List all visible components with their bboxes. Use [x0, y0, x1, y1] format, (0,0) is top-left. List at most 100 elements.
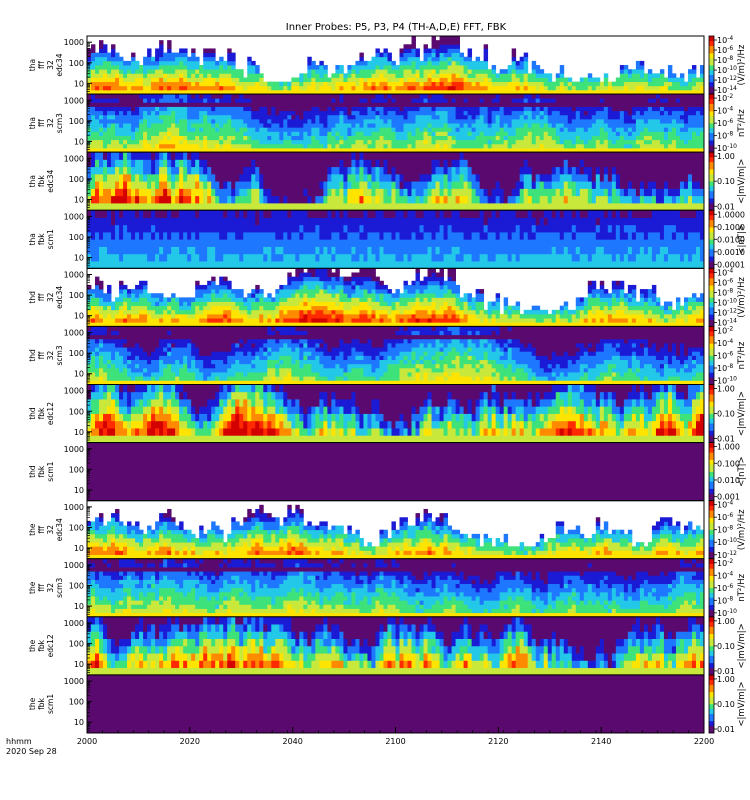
spectrogram-cell: [527, 188, 533, 197]
spectrogram-cell: [431, 181, 436, 189]
spectrogram-cell: [323, 159, 328, 168]
spectrogram-cell: [539, 173, 545, 182]
spectrogram-cell: [407, 118, 412, 124]
spectrogram-cell: [355, 102, 360, 107]
spectrogram-cell: [523, 139, 529, 145]
spectrogram-cell: [635, 202, 641, 211]
spectrogram-cell: [143, 131, 148, 136]
spectrogram-cell: [571, 143, 577, 149]
spectrogram-cell: [439, 89, 444, 95]
spectrogram-cell: [271, 123, 276, 128]
spectrogram-cell: [107, 148, 112, 153]
spectrogram-cell: [415, 188, 420, 197]
colorbar-segment: [709, 178, 714, 182]
spectrogram-cell: [191, 181, 196, 189]
colorbar-segment: [709, 60, 714, 63]
spectrogram-cell: [343, 77, 348, 83]
spectrogram-cell: [111, 261, 116, 269]
spectrogram-cell: [599, 118, 605, 124]
spectrogram-cell: [91, 110, 96, 116]
spectrogram-cell: [643, 102, 649, 107]
spectrogram-cell: [491, 166, 497, 175]
spectrogram-cell: [103, 48, 108, 53]
spectrogram-cell: [383, 110, 388, 116]
spectrogram-cell: [415, 110, 420, 116]
spectrogram-cell: [271, 139, 276, 145]
spectrogram-cell: [679, 188, 685, 197]
spectrogram-cell: [207, 110, 212, 116]
colorbar-segment: [709, 195, 714, 199]
spectrogram-cell: [575, 114, 581, 120]
spectrogram-cell: [251, 98, 256, 103]
spectrogram-cell: [631, 69, 637, 74]
spectrogram-cell: [363, 181, 368, 189]
spectrogram-cell: [471, 114, 477, 120]
spectrogram-cell: [91, 65, 96, 70]
spectrogram-cell: [231, 127, 236, 132]
spectrogram-cell: [255, 94, 260, 99]
spectrogram-cell: [403, 173, 408, 182]
spectrogram-cell: [167, 118, 172, 124]
spectrogram-cell: [235, 94, 240, 99]
spectrogram-cell: [443, 81, 448, 87]
spectrogram-cell: [167, 152, 172, 160]
spectrogram-cell: [431, 123, 436, 128]
spectrogram-cell: [495, 94, 501, 99]
spectrogram-cell: [303, 139, 308, 145]
spectrogram-cell: [583, 102, 589, 107]
spectrogram-cell: [643, 188, 649, 197]
spectrogram-cell: [547, 159, 553, 168]
spectrogram-cell: [475, 181, 481, 189]
spectrogram-cell: [95, 210, 100, 218]
spectrogram-cell: [547, 81, 553, 87]
spectrogram-cell: [151, 217, 156, 226]
spectrogram-cell: [111, 98, 116, 103]
spectrogram-cell: [159, 166, 164, 175]
spectrogram-cell: [471, 73, 477, 78]
spectrogram-cell: [275, 148, 280, 153]
spectrogram-cell: [479, 106, 485, 112]
spectrogram-cell: [215, 202, 220, 211]
spectrogram-cell: [475, 188, 481, 197]
spectrogram-cell: [591, 85, 597, 91]
spectrogram-cell: [431, 94, 436, 99]
spectrogram-cell: [643, 195, 649, 204]
spectrogram-cell: [203, 202, 208, 211]
spectrogram-cell: [511, 102, 517, 107]
spectrogram-cell: [555, 106, 561, 112]
spectrogram-cell: [415, 60, 420, 66]
spectrogram-cell: [431, 114, 436, 120]
spectrogram-cell: [103, 143, 108, 149]
spectrogram-cell: [131, 139, 136, 145]
spectrogram-cell: [103, 159, 108, 168]
spectrogram-cell: [671, 148, 677, 153]
spectrogram-cell: [331, 73, 336, 78]
spectrogram-cell: [235, 81, 240, 87]
spectrogram-cell: [283, 202, 288, 211]
spectrogram-cell: [411, 127, 416, 132]
spectrogram-cell: [363, 73, 368, 78]
spectrogram-cell: [111, 94, 116, 99]
spectrogram-cell: [491, 77, 497, 83]
spectrogram-cell: [259, 181, 264, 189]
spectrogram-cell: [631, 202, 637, 211]
spectrogram-cell: [627, 173, 633, 182]
spectrogram-cell: [663, 118, 669, 124]
spectrogram-cell: [695, 135, 701, 141]
spectrogram-cell: [127, 110, 132, 116]
spectrogram-cell: [319, 85, 324, 91]
spectrogram-cell: [131, 89, 136, 95]
spectrogram-cell: [307, 114, 312, 120]
spectrogram-cell: [391, 98, 396, 103]
spectrogram-cell: [555, 188, 561, 197]
spectrogram-cell: [655, 173, 661, 182]
spectrogram-cell: [455, 73, 461, 78]
spectrogram-cell: [459, 123, 465, 128]
spectrogram-cell: [615, 98, 621, 103]
spectrogram-cell: [171, 232, 176, 240]
spectrogram-cell: [363, 173, 368, 182]
spectrogram-cell: [207, 123, 212, 128]
spectrogram-cell: [131, 253, 136, 262]
spectrogram-cell: [567, 181, 573, 189]
spectrogram-cell: [587, 114, 593, 120]
